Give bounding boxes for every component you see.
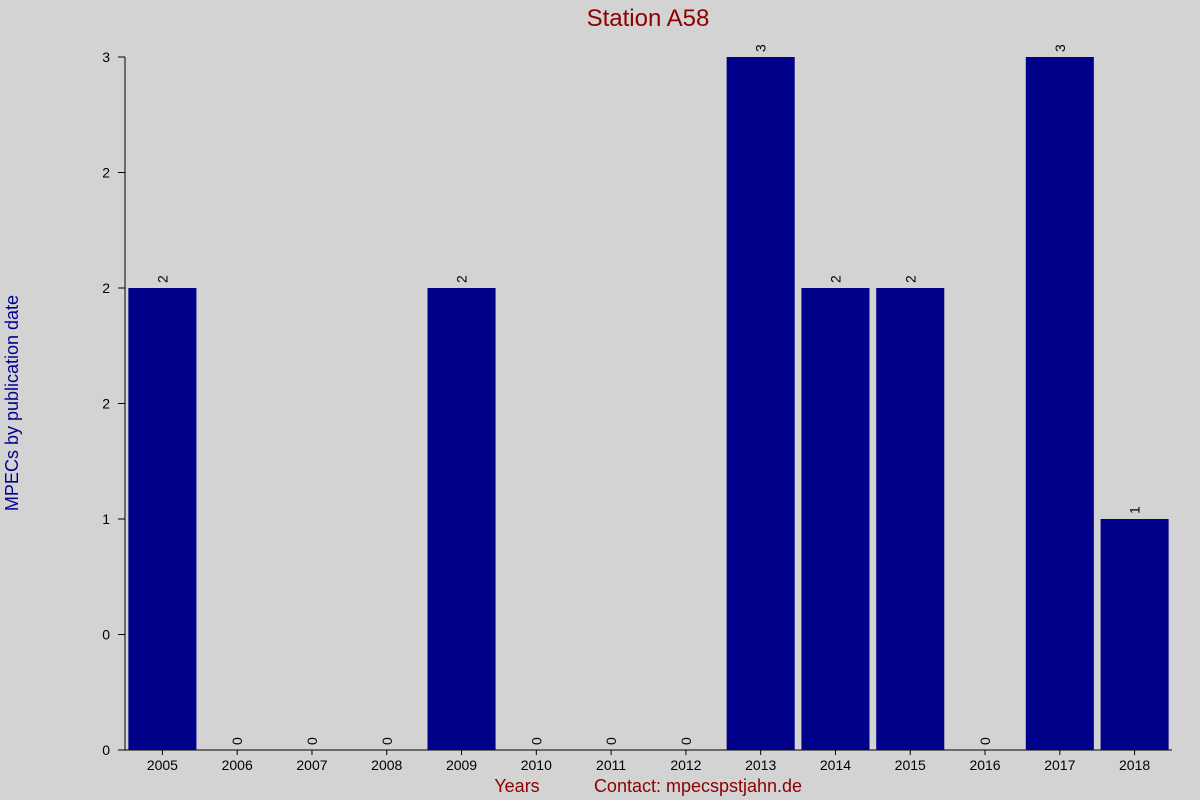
x-tick-label: 2010 (521, 757, 552, 773)
data-label: 3 (753, 44, 769, 52)
y-tick-label: 0 (102, 627, 110, 643)
y-tick-label: 2 (102, 165, 110, 181)
x-tick-label: 2006 (222, 757, 253, 773)
data-label: 3 (1052, 44, 1068, 52)
bar (1025, 57, 1094, 750)
y-tick-label: 3 (102, 49, 110, 65)
x-tick-label: 2018 (1119, 757, 1150, 773)
data-label: 0 (528, 737, 544, 745)
data-label: 0 (304, 737, 320, 745)
x-tick-label: 2014 (820, 757, 851, 773)
data-label: 1 (1127, 506, 1143, 514)
bar (128, 288, 197, 750)
data-label: 0 (977, 737, 993, 745)
x-tick-label: 2012 (670, 757, 701, 773)
x-tick-label: 2015 (895, 757, 926, 773)
bar (1100, 519, 1169, 750)
data-label: 0 (379, 737, 395, 745)
data-label: 2 (454, 275, 470, 283)
footer: Contact: mpecspstjahn.de (594, 776, 802, 796)
bar (726, 57, 795, 750)
data-label: 0 (678, 737, 694, 745)
x-tick-label: 2005 (147, 757, 178, 773)
bar (876, 288, 945, 750)
y-axis-label: MPECs by publication date (2, 295, 22, 511)
x-axis-label: Years (494, 776, 539, 796)
x-tick-label: 2016 (969, 757, 1000, 773)
x-tick-label: 2017 (1044, 757, 1075, 773)
x-tick-label: 2011 (596, 757, 626, 773)
x-tick-label: 2007 (296, 757, 327, 773)
x-tick-label: 2009 (446, 757, 477, 773)
bar (427, 288, 496, 750)
x-tick-label: 2008 (371, 757, 402, 773)
y-tick-label: 1 (102, 511, 110, 527)
bar (801, 288, 870, 750)
data-label: 2 (154, 275, 170, 283)
chart-title: Station A58 (587, 5, 710, 32)
y-tick-label: 2 (102, 396, 110, 412)
data-label: 2 (902, 275, 918, 283)
data-label: 0 (229, 737, 245, 745)
y-tick-label: 2 (102, 280, 110, 296)
y-tick-label: 0 (102, 742, 110, 758)
data-label: 0 (603, 737, 619, 745)
data-label: 2 (827, 275, 843, 283)
x-tick-label: 2013 (745, 757, 776, 773)
